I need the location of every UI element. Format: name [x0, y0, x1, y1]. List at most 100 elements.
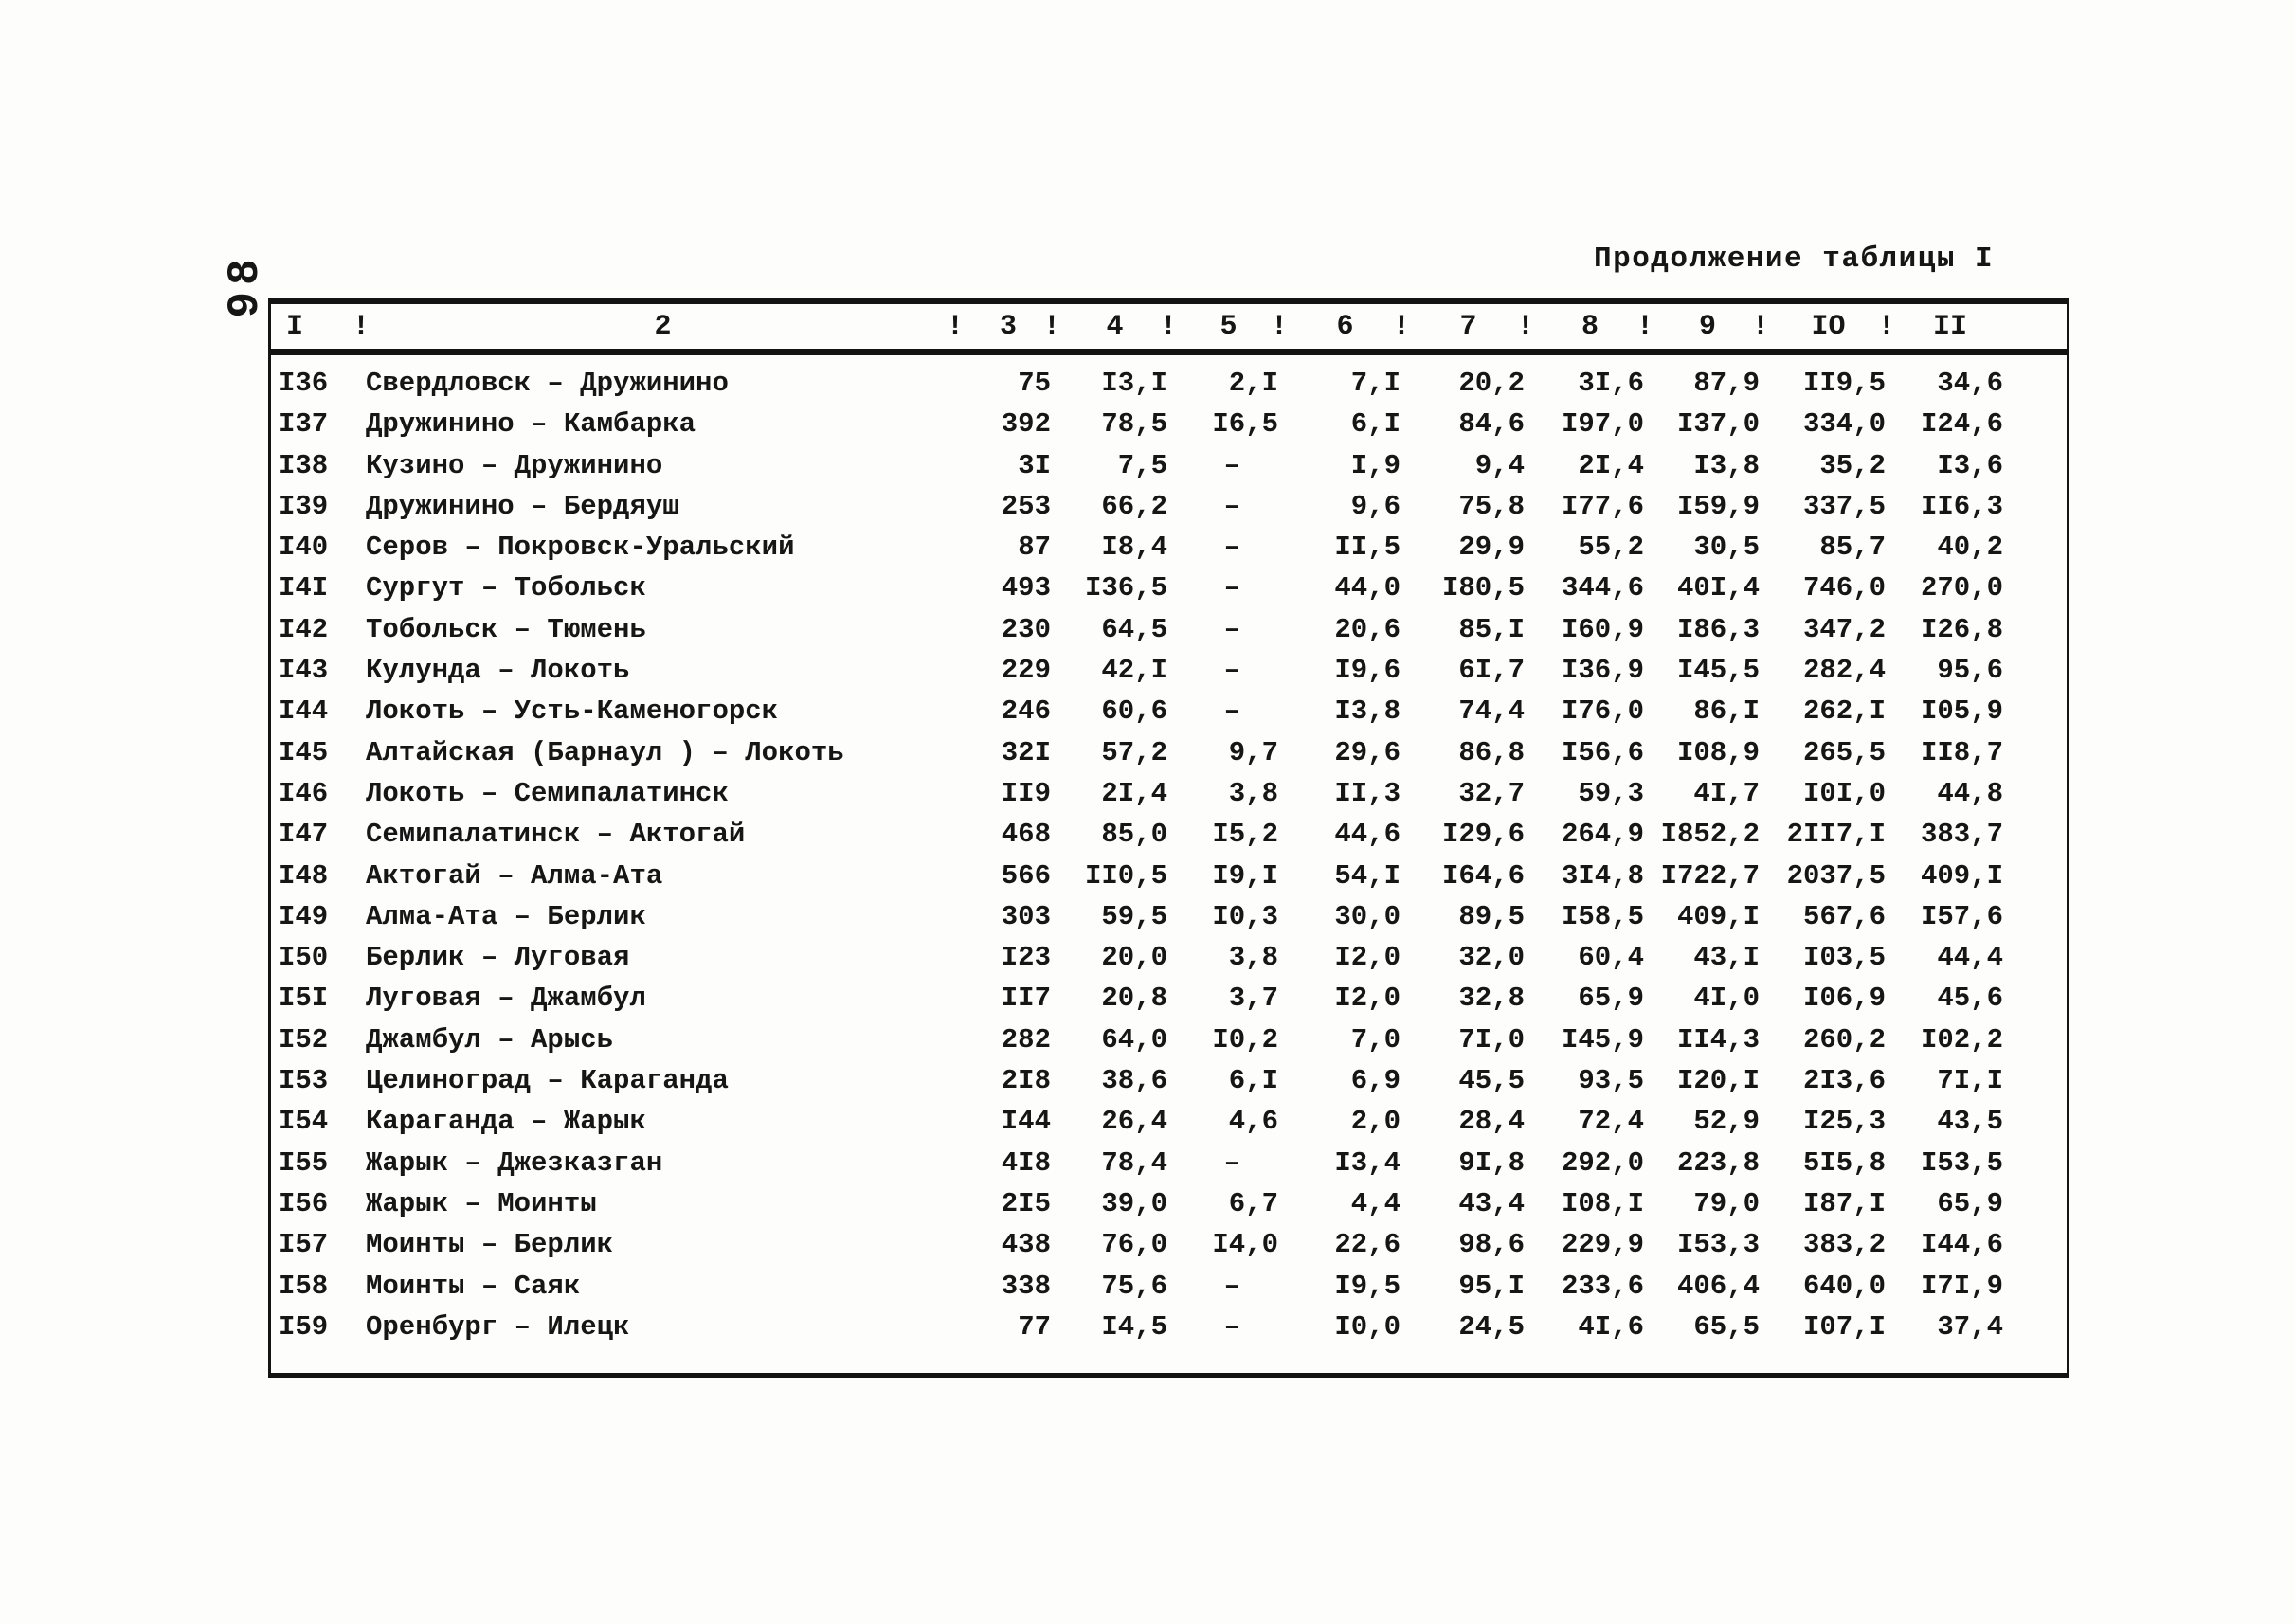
data-table: I! 2! 3! 4! 5! 6! 7! 8! 9! IO! II I36 Свердловск – …: [268, 298, 2069, 1378]
value-cell: 43,4: [1458, 1187, 1525, 1219]
column-header-label: 7: [1459, 310, 1477, 343]
value-cell: I80,5: [1441, 572, 1525, 604]
value-cell: 265,5: [1802, 736, 1886, 768]
value-cell: I36,9: [1561, 655, 1644, 687]
value-cell: 28,4: [1458, 1106, 1525, 1138]
value-cell: 3I,6: [1578, 368, 1644, 399]
value-cell: 7,0: [1350, 1023, 1400, 1056]
table-row: I49 Алма-Ата – Берлик 303 59,5 I0,3 30,0 89,5 I…: [271, 896, 2067, 937]
header-separator: !: [352, 310, 370, 343]
value-cell: 29,9: [1458, 532, 1525, 564]
value-cell: 32I: [1001, 736, 1051, 768]
value-cell: 233,6: [1561, 1270, 1644, 1302]
value-cell: I3,8: [1693, 449, 1760, 481]
value-cell: I08,I: [1561, 1187, 1644, 1219]
value-cell: 4I,7: [1693, 777, 1760, 809]
value-cell: 20,0: [1101, 942, 1167, 974]
value-cell: I7I,9: [1920, 1270, 2003, 1302]
table-row: I39 Дружинино – Бердяуш 253 66,2 – 9,6 75,8 I77…: [271, 486, 2067, 527]
value-cell: I722,7: [1660, 859, 1760, 892]
table-row: I50 Берлик – Луговая I23 20,0 3,8 I2,0 32,0 60,…: [271, 937, 2067, 978]
section-name: Тобольск – Тюмень: [366, 613, 646, 645]
value-cell: 4I,6: [1578, 1310, 1644, 1343]
column-header-7: ! 7: [1393, 310, 1530, 343]
value-cell: 6,I: [1228, 1065, 1278, 1097]
section-name: Дружинино – Бердяуш: [366, 490, 679, 522]
value-cell: 2I8: [1001, 1065, 1051, 1097]
value-cell: I4,0: [1212, 1229, 1278, 1261]
header-separator: !: [1878, 310, 1896, 343]
value-cell: 2,I: [1228, 368, 1278, 399]
row-number: I52: [279, 1023, 329, 1056]
value-cell: I852,2: [1660, 819, 1760, 851]
section-name: Актогай – Алма-Ата: [366, 859, 663, 892]
header-separator: !: [1752, 310, 1770, 343]
value-cell: II0,5: [1084, 859, 1167, 892]
value-cell: 438: [1001, 1229, 1051, 1261]
value-cell: I36,5: [1084, 572, 1167, 604]
value-cell: II9,5: [1802, 368, 1886, 399]
value-cell: I26,8: [1920, 613, 2003, 645]
column-header-label: 3: [999, 310, 1017, 343]
column-header-1: I: [271, 311, 366, 343]
value-cell: 409,I: [1920, 859, 2003, 892]
value-cell: 87: [1018, 532, 1051, 564]
section-name: Кулунда – Локоть: [366, 655, 630, 687]
value-cell: 65,5: [1693, 1310, 1760, 1343]
row-number: I47: [279, 819, 329, 851]
value-cell: I08,9: [1676, 736, 1760, 768]
column-header-10: ! IO: [1752, 311, 1891, 343]
table-caption: Продолжение таблицы I: [1594, 243, 1995, 276]
table-row: I42 Тобольск – Тюмень 230 64,5 – 20,6 85,I I60,…: [271, 609, 2067, 650]
value-cell: 566: [1001, 859, 1051, 892]
section-name: Алтайская (Барнаул ) – Локоть: [366, 736, 844, 768]
value-cell: I,9: [1350, 449, 1400, 481]
value-cell: 229: [1001, 655, 1051, 687]
column-header-8: ! 8: [1517, 310, 1650, 343]
value-cell: I53,5: [1920, 1146, 2003, 1179]
value-cell: I07,I: [1802, 1310, 1886, 1343]
value-cell: 6,9: [1350, 1065, 1400, 1097]
value-cell: 75,6: [1101, 1270, 1167, 1302]
value-cell: 7,5: [1117, 449, 1167, 481]
value-cell: I0,2: [1212, 1023, 1278, 1056]
value-cell: 85,I: [1458, 613, 1525, 645]
value-cell: 392: [1001, 408, 1051, 441]
table-row: I40 Серов – Покровск-Уральский 87 I8,4 – II,5…: [271, 527, 2067, 568]
table-row: I5I Луговая – Джамбул II7 20,8 3,7 I2,0 32,8 65…: [271, 978, 2067, 1019]
value-cell: I9,5: [1334, 1270, 1400, 1302]
column-header-label: II: [1932, 310, 1967, 343]
value-cell: 44,6: [1334, 819, 1400, 851]
value-cell: 4,6: [1228, 1106, 1278, 1138]
column-header-label: 8: [1581, 310, 1599, 343]
value-cell: 30,5: [1693, 532, 1760, 564]
row-number: I37: [279, 408, 329, 441]
value-cell: 22,6: [1334, 1229, 1400, 1261]
value-cell: 26,4: [1101, 1106, 1167, 1138]
row-number: I43: [279, 655, 329, 687]
row-number: I48: [279, 859, 329, 892]
value-cell: 6,I: [1350, 408, 1400, 441]
value-cell: II6,3: [1920, 490, 2003, 522]
table-body: I36 Свердловск – Дружинино 75 I3,I 2,I 7,I 20,…: [271, 355, 2067, 1347]
value-cell: 3,7: [1228, 983, 1278, 1015]
value-cell: 7I,0: [1458, 1023, 1525, 1056]
section-name: Жарык – Джезказган: [366, 1146, 663, 1179]
value-cell: I56,6: [1561, 736, 1644, 768]
section-name: Семипалатинск – Актогай: [366, 819, 746, 851]
row-number: I45: [279, 736, 329, 768]
value-cell: 72,4: [1578, 1106, 1644, 1138]
column-header-label: I: [286, 310, 304, 343]
value-cell: 3,8: [1228, 942, 1278, 974]
value-cell: 2037,5: [1786, 859, 1886, 892]
value-cell: 20,2: [1458, 368, 1525, 399]
value-cell: I44,6: [1920, 1229, 2003, 1261]
row-number: I59: [279, 1310, 329, 1343]
value-cell: 567,6: [1802, 900, 1886, 932]
table-row: I57 Моинты – Берлик 438 76,0 I4,0 22,6 98,6 229…: [271, 1224, 2067, 1265]
value-cell: 493: [1001, 572, 1051, 604]
value-cell: –: [1223, 1310, 1240, 1343]
value-cell: 60,6: [1101, 695, 1167, 728]
value-cell: 246: [1001, 695, 1051, 728]
